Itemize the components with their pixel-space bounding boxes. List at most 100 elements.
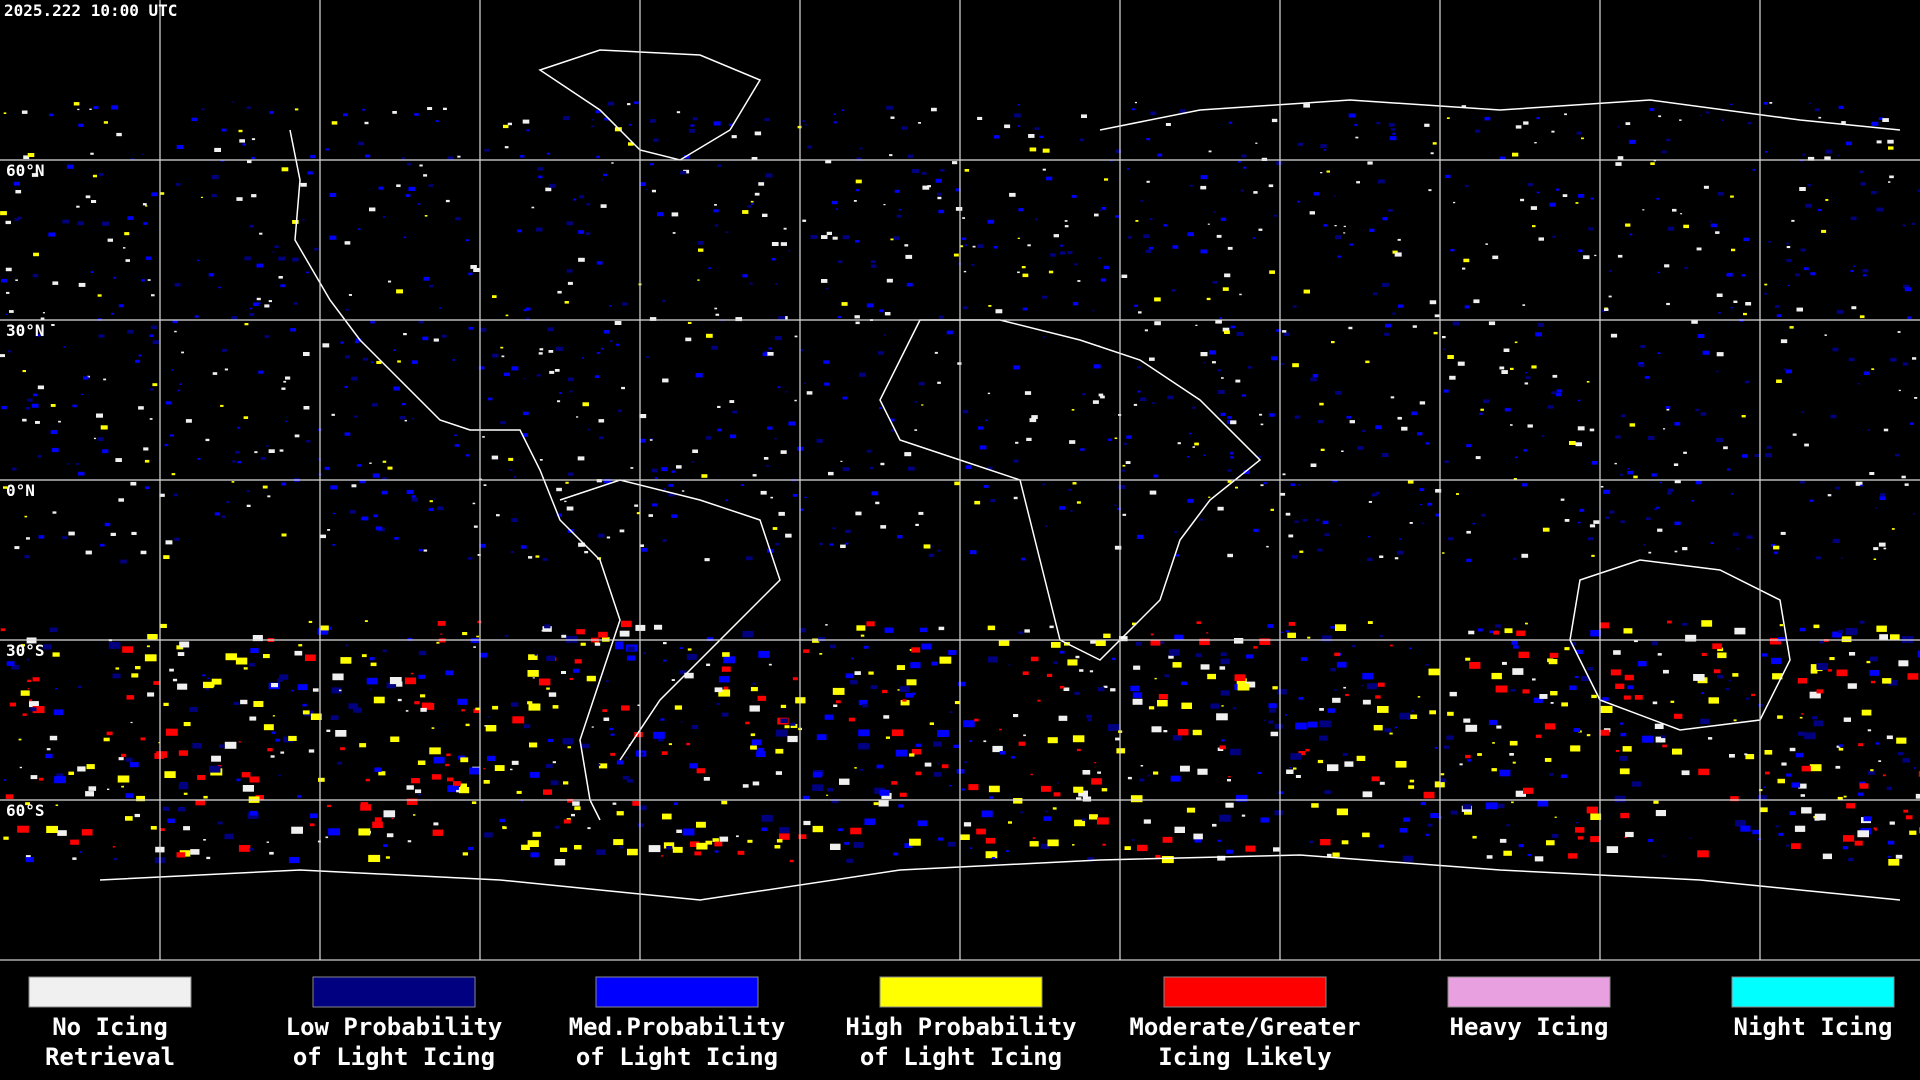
- icing-pixel: [103, 378, 107, 381]
- icing-pixel: [798, 834, 807, 839]
- icing-pixel: [135, 359, 141, 363]
- icing-pixel: [1394, 557, 1399, 560]
- icing-pixel: [462, 852, 468, 856]
- icing-pixel: [1721, 119, 1724, 121]
- icing-pixel: [987, 625, 996, 631]
- icing-pixel: [1837, 154, 1840, 157]
- icing-pixel: [1270, 731, 1279, 737]
- icing-pixel: [1147, 774, 1151, 777]
- icing-pixel: [1074, 263, 1078, 266]
- icing-pixel: [263, 724, 274, 731]
- icing-pixel: [1132, 622, 1137, 626]
- icing-pixel: [354, 415, 358, 418]
- icing-pixel: [197, 457, 201, 460]
- icing-pixel: [9, 702, 16, 707]
- icing-pixel: [235, 450, 240, 454]
- icing-pixel: [1577, 426, 1585, 431]
- icing-pixel: [312, 688, 319, 692]
- icing-pixel: [369, 462, 372, 464]
- icing-pixel: [1030, 773, 1033, 776]
- icing-pixel: [1590, 630, 1601, 637]
- icing-pixel: [1466, 530, 1471, 534]
- icing-pixel: [359, 479, 366, 484]
- icing-pixel: [1700, 718, 1710, 725]
- icing-pixel: [1052, 807, 1057, 810]
- icing-pixel: [1576, 131, 1582, 135]
- icing-pixel: [1810, 669, 1818, 674]
- icing-pixel: [754, 192, 760, 196]
- icing-pixel: [1427, 823, 1433, 827]
- icing-pixel: [1502, 661, 1507, 665]
- icing-pixel: [596, 479, 602, 483]
- icing-pixel: [521, 844, 530, 850]
- icing-pixel: [790, 722, 796, 726]
- icing-pixel: [1227, 246, 1233, 250]
- icing-pixel: [714, 850, 719, 853]
- icing-pixel: [1832, 347, 1839, 352]
- icing-pixel: [1181, 681, 1187, 685]
- icing-pixel: [484, 832, 493, 838]
- icing-pixel: [309, 823, 315, 827]
- icing-pixel: [1434, 314, 1440, 318]
- icing-pixel: [484, 148, 489, 152]
- icing-pixel: [1435, 513, 1441, 517]
- icing-pixel: [219, 744, 225, 748]
- icing-pixel: [653, 731, 665, 739]
- icing-pixel: [372, 821, 383, 828]
- icing-pixel: [691, 725, 699, 729]
- icing-pixel: [671, 679, 675, 681]
- icing-pixel: [1523, 787, 1534, 794]
- icing-pixel: [610, 733, 615, 736]
- icing-pixel: [174, 283, 181, 287]
- icing-pixel: [195, 799, 205, 806]
- icing-pixel: [21, 110, 28, 114]
- icing-pixel: [470, 265, 477, 269]
- icing-pixel: [1009, 192, 1016, 197]
- icing-pixel: [1617, 254, 1623, 258]
- icing-pixel: [1232, 707, 1237, 710]
- icing-pixel: [1067, 251, 1073, 255]
- icing-pixel: [483, 768, 486, 770]
- icing-pixel: [1124, 846, 1131, 850]
- icing-pixel: [1883, 547, 1887, 550]
- icing-pixel: [649, 439, 653, 441]
- icing-pixel: [1488, 719, 1498, 725]
- icing-pixel: [838, 828, 843, 832]
- icing-pixel: [1356, 181, 1360, 184]
- icing-pixel: [680, 721, 683, 723]
- icing-pixel: [1895, 453, 1900, 457]
- icing-pixel: [1536, 191, 1540, 194]
- icing-pixel: [717, 405, 721, 408]
- icing-pixel: [411, 495, 416, 498]
- icing-pixel: [1283, 332, 1290, 336]
- icing-pixel: [1483, 399, 1490, 403]
- icing-pixel: [156, 751, 168, 758]
- icing-pixel: [1082, 818, 1087, 821]
- icing-pixel: [510, 768, 513, 771]
- icing-pixel: [437, 506, 444, 511]
- icing-pixel: [1717, 674, 1724, 679]
- icing-pixel: [927, 185, 931, 188]
- icing-pixel: [1168, 655, 1174, 659]
- icing-pixel: [140, 737, 146, 741]
- icing-pixel: [271, 683, 278, 688]
- icing-pixel: [165, 401, 172, 405]
- icing-pixel: [1710, 223, 1717, 228]
- icing-pixel: [601, 347, 604, 350]
- icing-pixel: [91, 200, 97, 203]
- icing-pixel: [1349, 420, 1355, 424]
- icing-pixel: [714, 307, 718, 310]
- icing-pixel: [1764, 151, 1768, 153]
- icing-pixel: [1811, 716, 1818, 720]
- icing-pixel: [1464, 809, 1472, 815]
- icing-pixel: [45, 753, 53, 759]
- icing-pixel: [653, 138, 659, 142]
- icing-pixel: [978, 426, 984, 430]
- icing-pixel: [1504, 407, 1511, 412]
- icing-pixel: [1059, 650, 1065, 654]
- icing-pixel: [1419, 488, 1425, 491]
- icing-pixel: [1155, 854, 1161, 858]
- icing-pixel: [1835, 765, 1841, 769]
- icing-pixel: [1624, 695, 1631, 700]
- icing-pixel: [11, 664, 19, 670]
